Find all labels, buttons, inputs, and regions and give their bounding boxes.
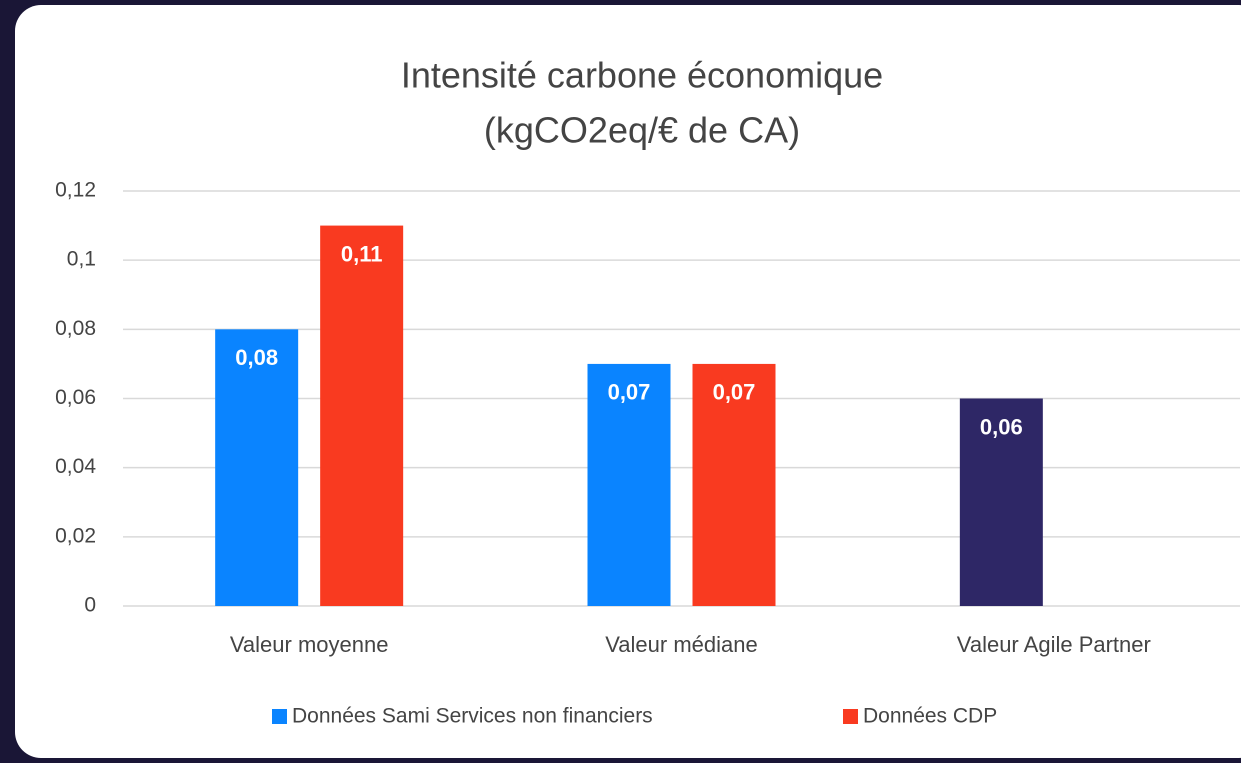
bar [320,225,404,607]
legend-label: Données CDP [863,705,997,728]
x-tick-label: Valeur moyenne [230,632,389,657]
legend-swatch [272,709,287,724]
bar [692,363,776,606]
data-label: 0,06 [980,414,1023,439]
x-tick-label: Valeur médiane [605,632,757,657]
data-label: 0,07 [608,380,651,405]
y-tick-label: 0,1 [67,248,96,271]
legend-label: Données Sami Services non financiers [292,705,653,728]
chart-title: (kgCO2eq/€ de CA) [484,110,800,151]
x-tick-label: Valeur Agile Partner [957,632,1151,657]
bar [959,398,1043,606]
y-tick-label: 0,08 [55,317,96,340]
bar [215,329,299,606]
chart-title: Intensité carbone économique [401,55,883,96]
data-label: 0,08 [235,345,278,370]
bar [587,363,671,606]
y-tick-label: 0,06 [55,386,96,409]
legend-swatch [843,709,858,724]
data-label: 0,07 [713,380,756,405]
y-tick-label: 0 [84,594,96,617]
y-tick-label: 0,12 [55,179,96,202]
data-label: 0,11 [341,241,383,266]
y-tick-label: 0,04 [55,455,96,478]
y-tick-label: 0,02 [55,524,96,547]
